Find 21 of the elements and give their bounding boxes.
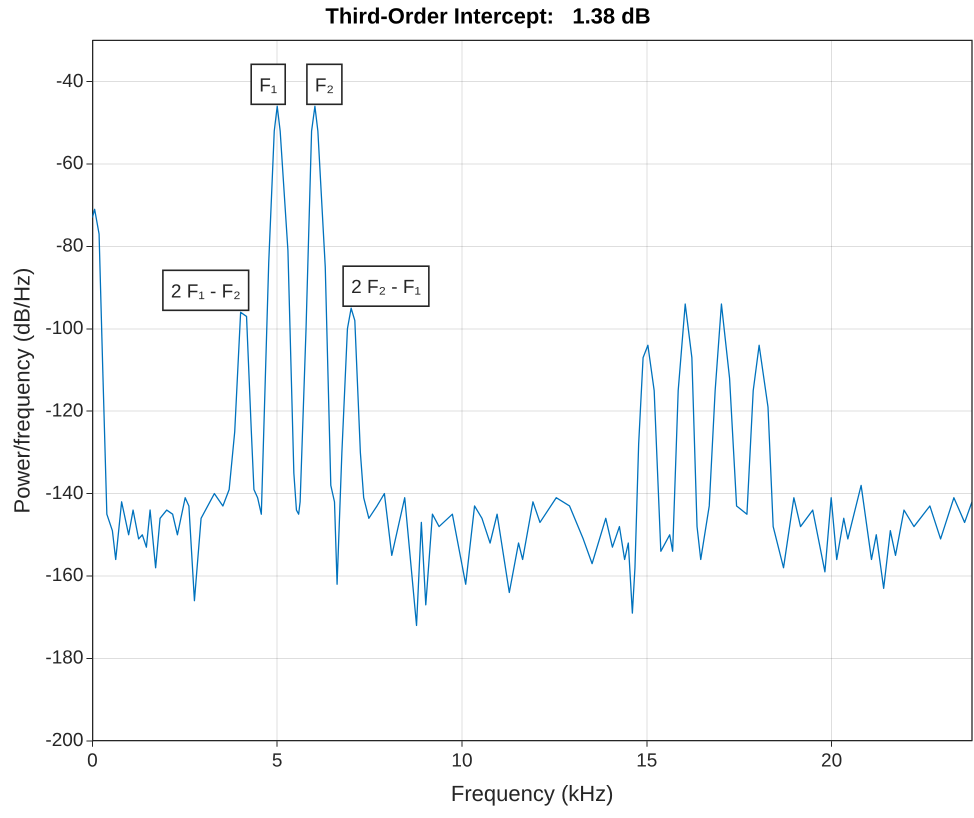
y-tick-label: -100 — [45, 318, 84, 340]
annotation: 2 F₁ - F₂ — [170, 281, 241, 302]
x-tick-label: 5 — [272, 750, 282, 772]
x-tick-label: 0 — [87, 750, 98, 772]
y-tick-label: -140 — [45, 482, 84, 504]
y-tick-label: -180 — [45, 648, 84, 669]
x-axis-title: Frequency (kHz) — [450, 780, 614, 806]
y-tick-label: -160 — [45, 565, 84, 586]
y-tick-label: -120 — [45, 400, 84, 422]
y-axis-title: Power/frequency (dB/Hz) — [9, 268, 34, 514]
y-tick-label: -60 — [56, 153, 84, 174]
y-tick-label: -40 — [56, 70, 84, 92]
annotation: F₂ — [314, 75, 334, 96]
y-tick-label: -80 — [56, 236, 84, 257]
chart-title: Third-Order Intercept: 1.38 dB — [325, 3, 651, 28]
x-tick-label: 10 — [451, 750, 473, 772]
annotation: F₁ — [259, 75, 278, 96]
x-tick-label: 20 — [820, 750, 842, 772]
x-tick-label: 15 — [636, 750, 658, 772]
y-tick-label: -200 — [45, 730, 84, 752]
annotation: 2 F₂ - F₁ — [351, 277, 421, 298]
